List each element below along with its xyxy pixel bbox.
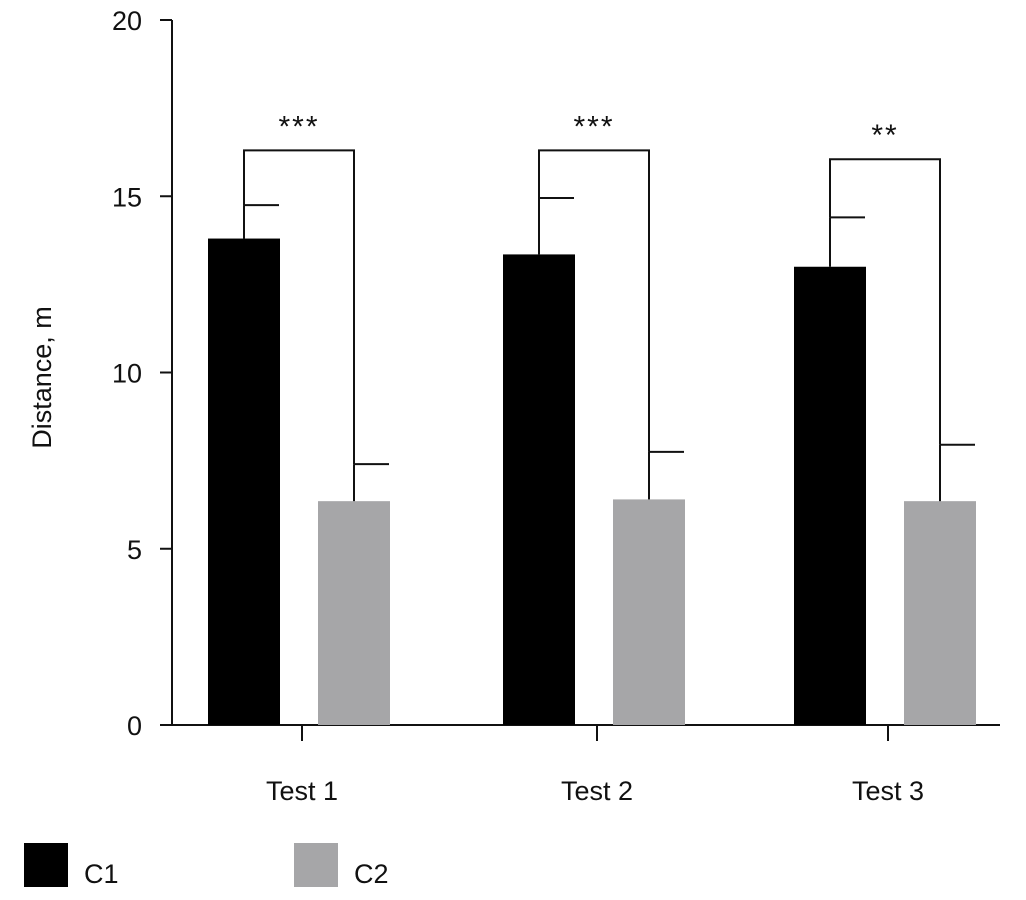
bar-c1-1 [208, 238, 280, 726]
legend-label-c2: C2 [354, 859, 389, 889]
bar-c2-1 [318, 501, 390, 725]
significance-brackets: *** *** ** [243, 110, 941, 465]
x-category-label: Test 3 [852, 776, 924, 806]
bar-c2-2 [613, 499, 685, 725]
x-category-label: Test 1 [266, 776, 338, 806]
significance-bracket [538, 149, 650, 452]
bars [208, 238, 976, 726]
legend-label-c1: C1 [84, 859, 119, 889]
significance-label: ** [871, 119, 898, 152]
significance-label: *** [278, 110, 319, 143]
y-tick-label: 0 [127, 711, 142, 741]
legend: C1 C2 [24, 843, 389, 889]
error-bars [243, 197, 975, 502]
y-tick-label: 5 [127, 535, 142, 565]
significance-bracket [829, 158, 941, 445]
y-tick-label: 10 [112, 359, 142, 389]
legend-swatch-c1 [24, 843, 68, 887]
x-category-label: Test 2 [561, 776, 633, 806]
legend-swatch-c2 [294, 843, 338, 887]
significance-bracket [243, 149, 355, 465]
y-tick-label: 20 [112, 6, 142, 36]
bar-c1-2 [503, 254, 575, 725]
bar-c1-3 [794, 266, 866, 725]
y-axis-title: Distance, m [27, 306, 57, 449]
axes: 0 5 10 15 20 Distance, m Test 1 Test 2 Test 3 [27, 6, 1000, 806]
significance-label: *** [573, 110, 614, 143]
bar-c2-3 [904, 501, 976, 725]
y-tick-label: 15 [112, 182, 142, 212]
